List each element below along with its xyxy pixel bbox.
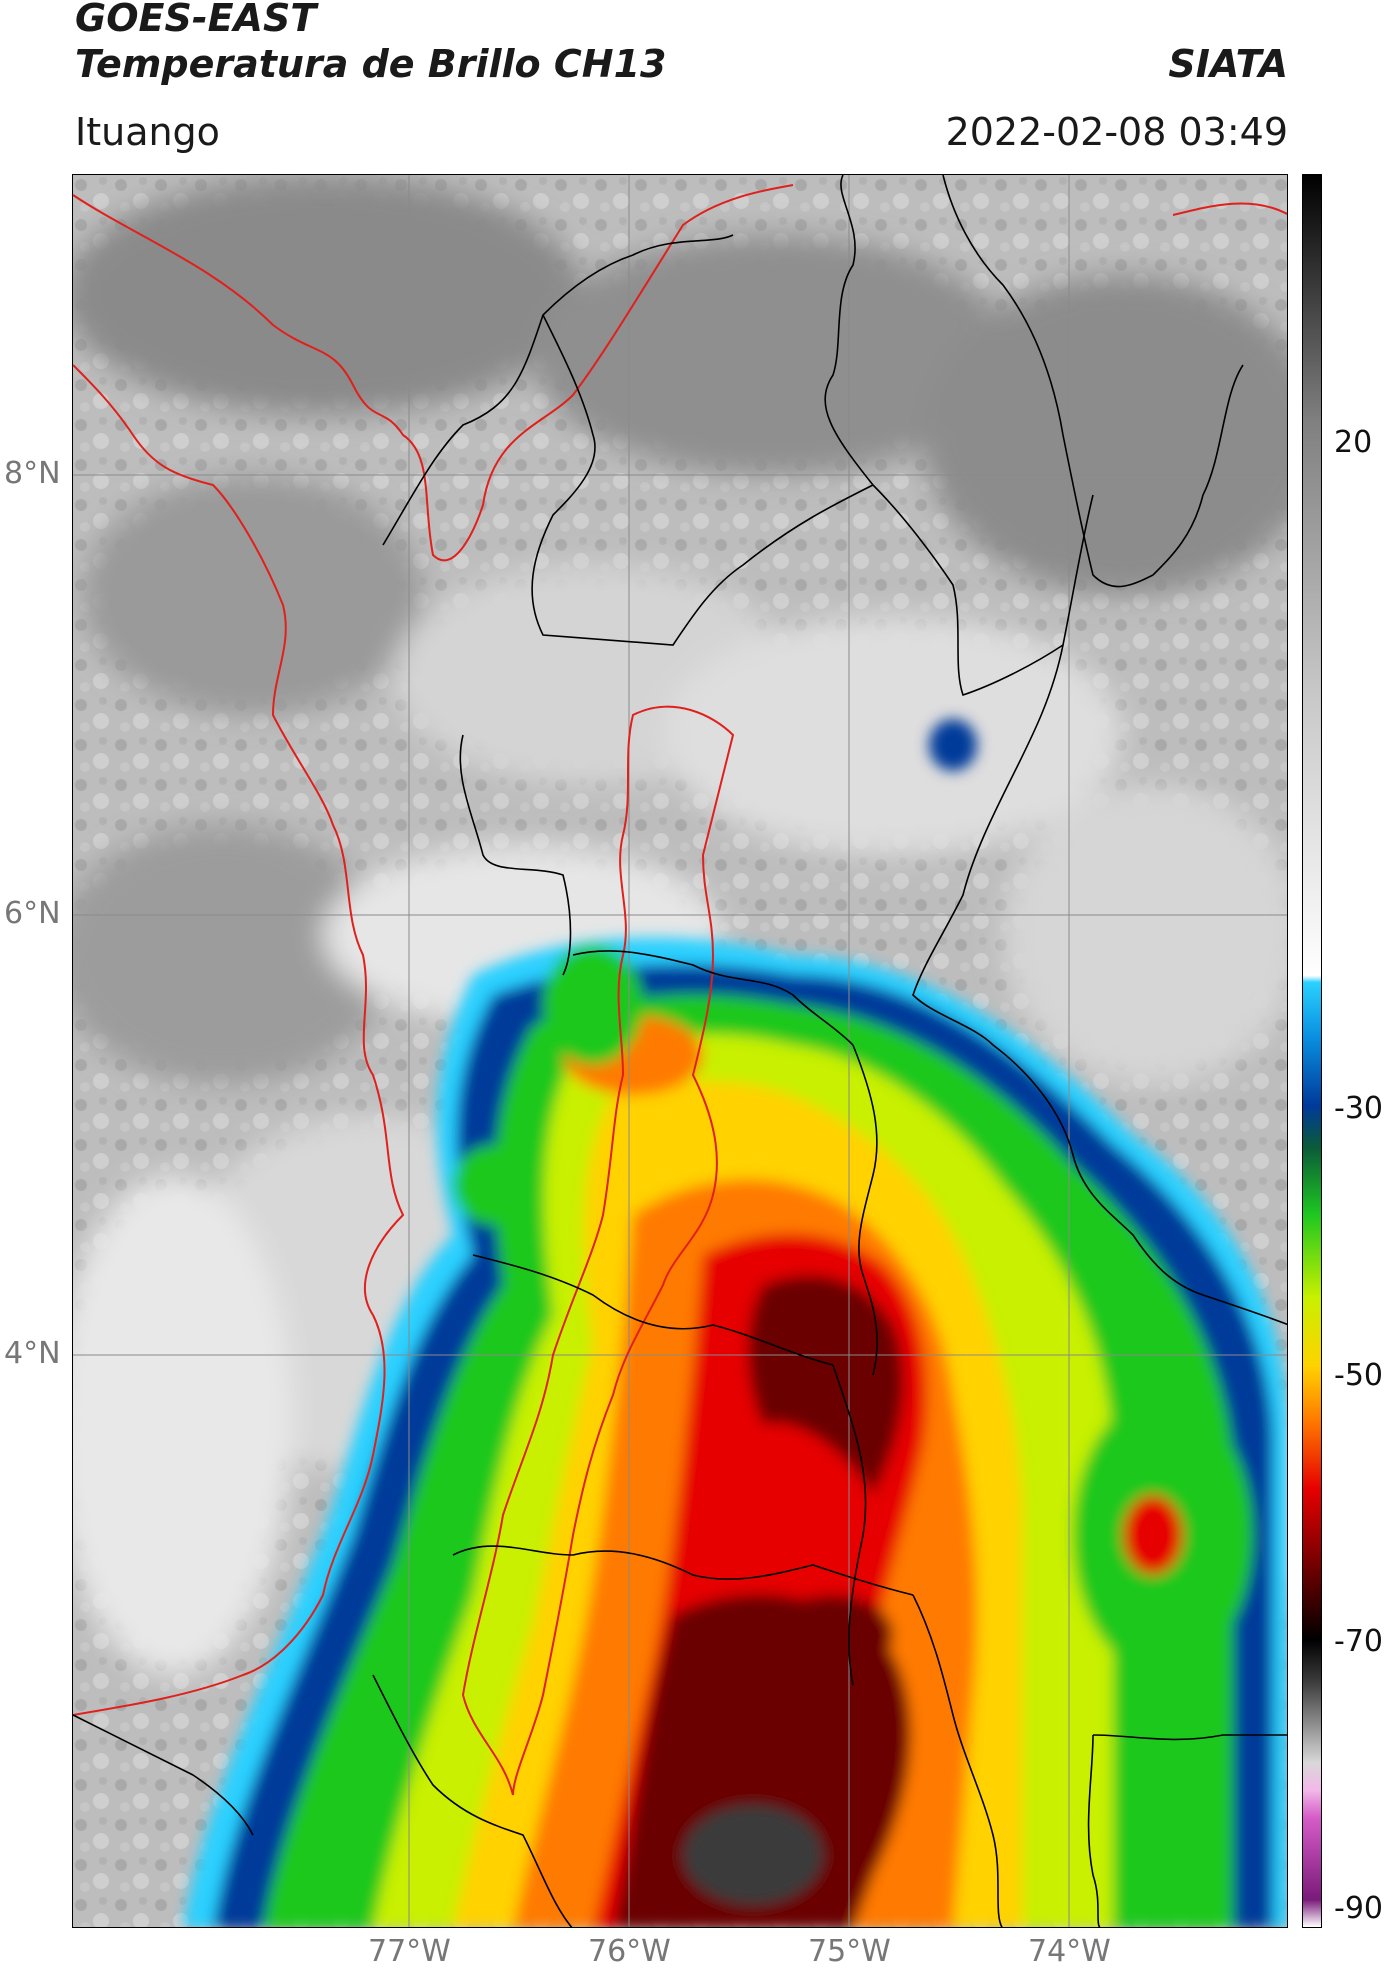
- title-line-1: GOES-EAST: [75, 0, 317, 40]
- lon-label-76: 76°W: [588, 1934, 671, 1969]
- caribbean-coast: [73, 184, 794, 562]
- colorbar-label-neg90: -90: [1334, 1891, 1383, 1926]
- border-13: [832, 1364, 867, 1686]
- coastline-border: [73, 184, 1287, 1796]
- colorbar: [1302, 174, 1322, 1928]
- map-canvas: [73, 175, 1287, 1927]
- border-18: [73, 1714, 254, 1836]
- border-10: [852, 1044, 878, 1376]
- border-14: [452, 1545, 914, 1596]
- lat-label-4: 4°N: [4, 1336, 61, 1371]
- department-borders: [73, 175, 1287, 1927]
- title-line-2: Temperatura de Brillo CH13: [75, 42, 667, 86]
- border-12: [472, 1254, 834, 1366]
- location-label: Ituango: [75, 110, 220, 154]
- lat-label-8: 8°N: [4, 456, 61, 491]
- colorbar-label-neg70: -70: [1334, 1624, 1383, 1659]
- border-3: [824, 175, 874, 486]
- storm-system: [183, 719, 1287, 1927]
- border-8: [912, 644, 1064, 1046]
- colorbar-label-neg30: -30: [1334, 1091, 1383, 1126]
- coast-ne: [1172, 202, 1287, 216]
- border-15: [912, 1594, 1003, 1927]
- basin-outline: [461, 705, 735, 1796]
- lon-label-75: 75°W: [808, 1934, 891, 1969]
- lat-label-6: 6°N: [4, 896, 61, 931]
- border-9: [572, 950, 854, 1046]
- border-1: [382, 234, 734, 546]
- border-16: [372, 1674, 573, 1927]
- border-19: [1087, 1734, 1101, 1927]
- border-2: [531, 314, 874, 646]
- satellite-map: [72, 174, 1288, 1928]
- colorbar-label-20: 20: [1334, 425, 1373, 460]
- border-17: [1092, 1734, 1287, 1741]
- lon-label-77: 77°W: [368, 1934, 451, 1969]
- border-5: [872, 484, 1094, 697]
- brand-label: SIATA: [1168, 42, 1288, 86]
- datetime-label: 2022-02-08 03:49: [945, 110, 1288, 154]
- pacific-coast: [73, 364, 405, 1716]
- border-7: [459, 734, 572, 976]
- colorbar-label-neg50: -50: [1334, 1358, 1383, 1393]
- border-4: [942, 175, 1154, 588]
- lon-label-74: 74°W: [1028, 1934, 1111, 1969]
- border-11: [992, 1044, 1287, 1326]
- border-6: [1152, 364, 1244, 576]
